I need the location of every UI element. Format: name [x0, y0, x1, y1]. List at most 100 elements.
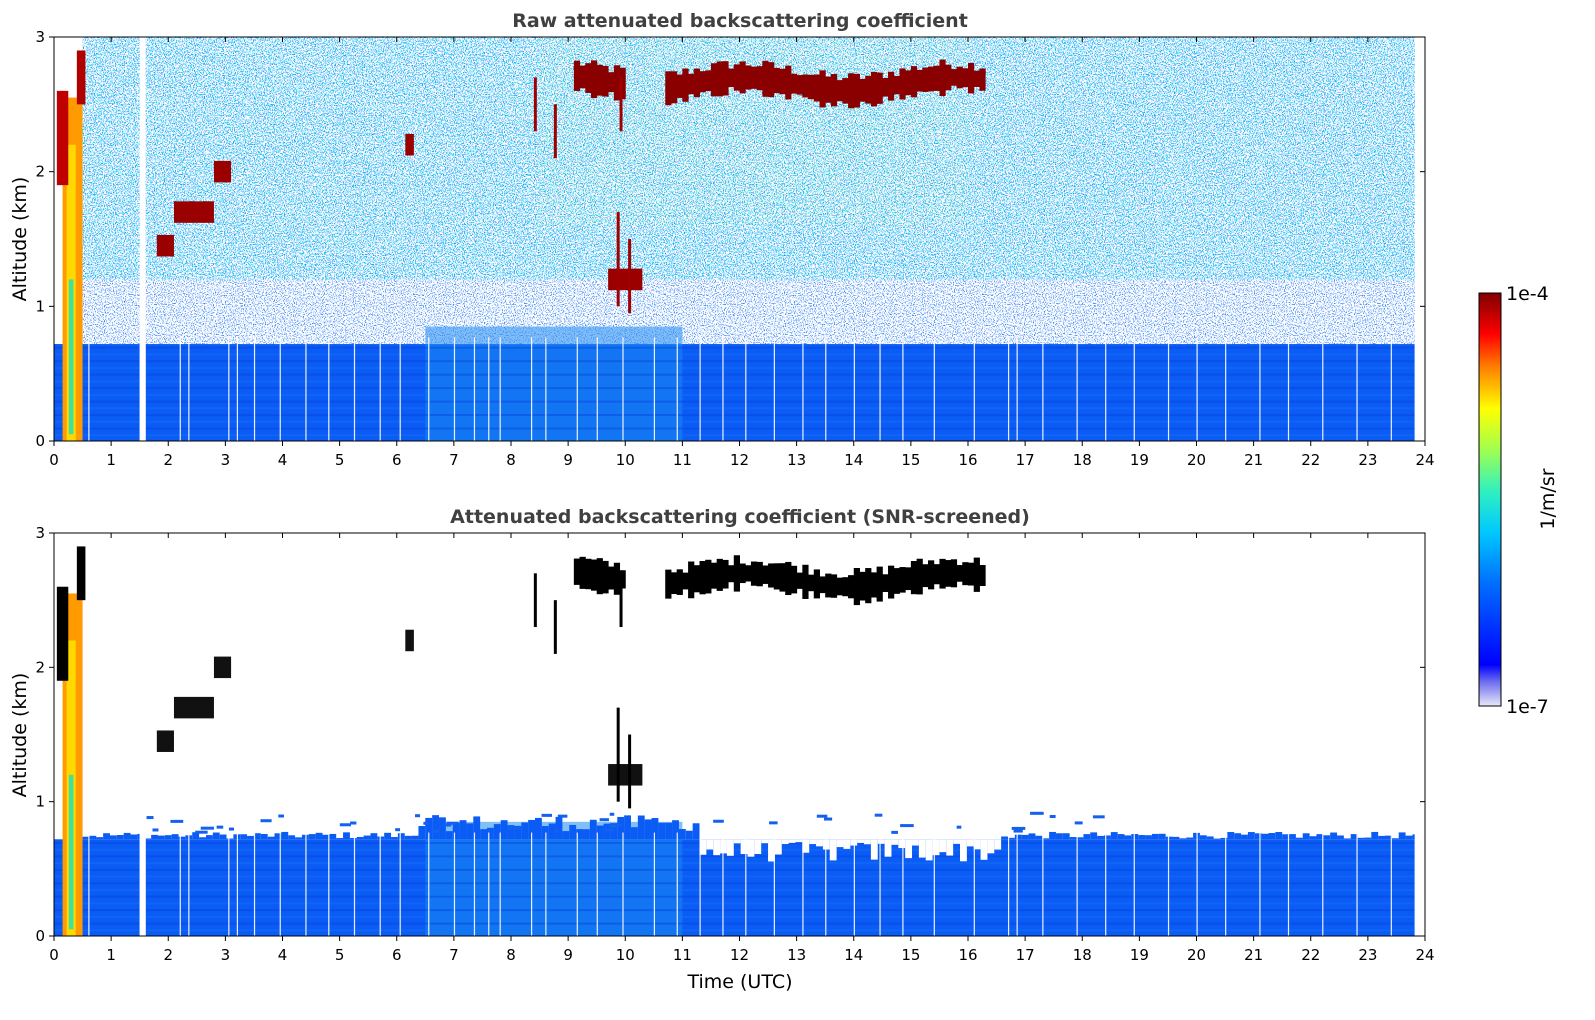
upper-cloud-segment	[733, 555, 740, 592]
screened-bl-gap	[953, 839, 961, 844]
screened-bl-top-segment	[247, 835, 254, 840]
screened-bl-top-segment	[1343, 838, 1351, 840]
virga-streak	[553, 600, 557, 654]
boundary-layer-band	[54, 373, 1415, 376]
upper-cloud-segment	[979, 68, 986, 91]
screened-bl-top-segment	[349, 838, 357, 840]
upper-cloud-segment	[796, 75, 803, 95]
data-gap-line	[1196, 337, 1198, 441]
screened-bl-top-segment	[329, 833, 337, 840]
mid-cloud	[608, 764, 643, 786]
data-gap-line	[879, 832, 881, 936]
screened-bl-top-segment	[658, 822, 666, 840]
low-cloud-inner	[68, 279, 74, 435]
screened-bl-top-segment	[295, 837, 302, 840]
data-gap-line	[1105, 337, 1107, 441]
screened-bl-gap	[816, 839, 823, 847]
screened-bl-top-segment	[1103, 835, 1111, 840]
boundary-layer-band	[54, 360, 1415, 363]
screened-bl-top-segment	[205, 835, 213, 840]
screened-fleck	[1074, 821, 1083, 825]
screened-bl-top-segment	[1049, 831, 1056, 840]
upper-cloud-segment	[933, 564, 940, 585]
x-tick-label: 16	[958, 451, 977, 469]
upper-cloud-segment	[876, 566, 883, 602]
upper-cloud-segment	[699, 71, 706, 93]
screened-bl-gap	[912, 839, 919, 846]
screened-fleck	[200, 826, 214, 830]
upper-cloud-segment	[602, 560, 609, 594]
upper-cloud-segment	[905, 567, 912, 591]
data-gap-line	[1167, 832, 1170, 936]
screened-bl-top-segment	[1186, 837, 1194, 840]
data-gap-line	[1105, 832, 1107, 936]
screened-bl-top-segment	[1055, 833, 1063, 840]
screened-fleck	[414, 814, 421, 818]
screened-bl-gap	[726, 839, 734, 856]
screened-bl-top-segment	[343, 832, 350, 840]
screened-fleck	[1030, 811, 1044, 815]
x-tick-label: 4	[278, 946, 288, 964]
boundary-layer-daytime	[425, 326, 683, 441]
screened-bl-gap	[891, 839, 899, 845]
upper-cloud-segment	[688, 73, 695, 95]
x-tick-label: 4	[278, 451, 288, 469]
x-tick-label: 17	[1016, 451, 1035, 469]
screened-fleck	[769, 821, 778, 825]
x-tick-label: 0	[49, 946, 59, 964]
boundary-layer-band	[54, 414, 1415, 417]
screened-x-axis: 0 1 2 3 4 5 6 7 8 9 10 11 12 13 14 15 16 17 18 19 20 21 22 23 24	[49, 533, 1435, 964]
screened-bl-top-segment	[103, 833, 110, 840]
mid-cloud	[405, 629, 414, 652]
screened-bl-top-segment	[528, 819, 535, 840]
screened-bl-top-segment	[1076, 837, 1084, 840]
screened-bl-top-segment	[692, 823, 700, 840]
screened-bl-top-segment	[678, 829, 686, 840]
screened-fleck	[507, 826, 516, 830]
screened-bl-gap	[918, 839, 926, 858]
screened-bl-gap	[761, 839, 769, 844]
x-tick-label: 20	[1187, 946, 1206, 964]
screened-bl-top-segment	[82, 836, 90, 840]
screened-bl-top-segment	[1069, 837, 1077, 840]
mid-cloud	[213, 160, 232, 183]
upper-cloud-segment	[830, 74, 838, 107]
x-tick-label: 13	[787, 451, 806, 469]
data-gap-line	[228, 832, 230, 936]
screened-bl-top-segment	[1021, 834, 1029, 840]
boundary-layer-band	[54, 400, 1415, 403]
low-cloud-top	[56, 90, 69, 186]
data-gap-line	[802, 337, 804, 441]
screened-bl-top-segment	[534, 817, 542, 840]
mid-cloud	[405, 133, 414, 156]
x-tick-label: 24	[1415, 946, 1434, 964]
upper-cloud-segment	[619, 570, 626, 589]
upper-cloud-segment	[945, 64, 952, 91]
screened-bl-top-segment	[672, 820, 679, 840]
upper-cloud-segment	[939, 59, 946, 97]
screened-bl-top-segment	[240, 834, 248, 840]
x-tick-label: 1	[106, 451, 116, 469]
screened-fleck	[228, 827, 234, 831]
upper-cloud-segment	[790, 73, 798, 94]
screened-bl-top-segment	[1398, 832, 1406, 840]
x-tick-label: 10	[616, 946, 635, 964]
screened-bl-top-segment	[1247, 832, 1255, 840]
data-gap-line	[530, 832, 533, 936]
screened-bl-gap	[843, 839, 851, 849]
upper-cloud-segment	[888, 565, 895, 599]
upper-cloud-segment	[979, 565, 986, 587]
screened-bl-top-segment	[151, 834, 158, 840]
upper-cloud-segment	[676, 74, 683, 98]
upper-cloud-segment	[608, 72, 615, 93]
screened-bl-top-segment	[1083, 834, 1091, 840]
upper-cloud-segment	[928, 66, 935, 92]
screened-bl-top-segment	[1199, 835, 1207, 840]
screened-bl-top-segment	[493, 824, 501, 840]
boundary-layer-band	[54, 855, 1415, 858]
upper-cloud-segment	[819, 576, 826, 594]
mid-cloud	[173, 201, 214, 223]
x-tick-label: 2	[163, 451, 173, 469]
data-gap-line	[1390, 337, 1392, 441]
